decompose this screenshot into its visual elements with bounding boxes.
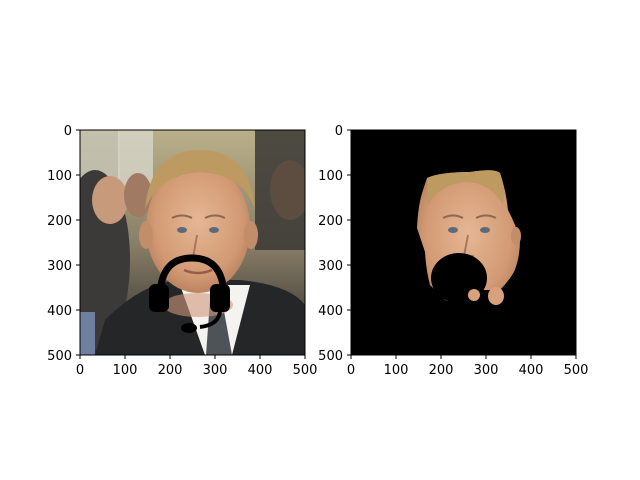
right-y-tick-label: 400 <box>318 304 343 319</box>
left-y-tick-label: 200 <box>47 214 72 229</box>
right-image-panel: 0 100 200 300 400 500 0 100 200 300 400 500 <box>318 124 588 378</box>
right-x-tick-label: 100 <box>384 363 409 378</box>
left-x-tick-label: 500 <box>293 363 318 378</box>
left-y-tick-label: 0 <box>64 124 72 139</box>
left-x-tick-label: 200 <box>158 363 183 378</box>
right-x-tick-label: 0 <box>347 363 355 378</box>
right-y-ticks: 0 100 200 300 400 500 <box>318 124 351 364</box>
headset-icon <box>149 254 230 333</box>
segmented-face <box>351 130 576 355</box>
right-axes-frame <box>350 129 577 356</box>
left-x-tick-label: 400 <box>248 363 273 378</box>
right-x-tick-label: 300 <box>474 363 499 378</box>
left-x-tick-label: 300 <box>203 363 228 378</box>
right-y-tick-label: 300 <box>318 259 343 274</box>
left-y-ticks: 0 100 200 300 400 500 <box>47 124 80 364</box>
left-y-tick-label: 300 <box>47 259 72 274</box>
left-x-ticks: 0 100 200 300 400 500 <box>76 355 318 378</box>
left-axes-frame <box>79 129 306 356</box>
right-x-tick-label: 400 <box>519 363 544 378</box>
right-x-ticks: 0 100 200 300 400 500 <box>347 355 589 378</box>
right-x-tick-label: 500 <box>564 363 589 378</box>
right-x-tick-label: 200 <box>429 363 454 378</box>
right-y-tick-label: 100 <box>318 169 343 184</box>
right-y-tick-label: 500 <box>318 349 343 364</box>
left-y-tick-label: 100 <box>47 169 72 184</box>
left-y-tick-label: 400 <box>47 304 72 319</box>
left-x-tick-label: 100 <box>113 363 138 378</box>
right-y-tick-label: 200 <box>318 214 343 229</box>
left-image-panel: 0 100 200 300 400 500 0 100 200 300 400 500 <box>47 124 317 378</box>
left-y-tick-label: 500 <box>47 349 72 364</box>
left-x-tick-label: 0 <box>76 363 84 378</box>
right-y-tick-label: 0 <box>335 124 343 139</box>
face-photo <box>80 130 305 355</box>
